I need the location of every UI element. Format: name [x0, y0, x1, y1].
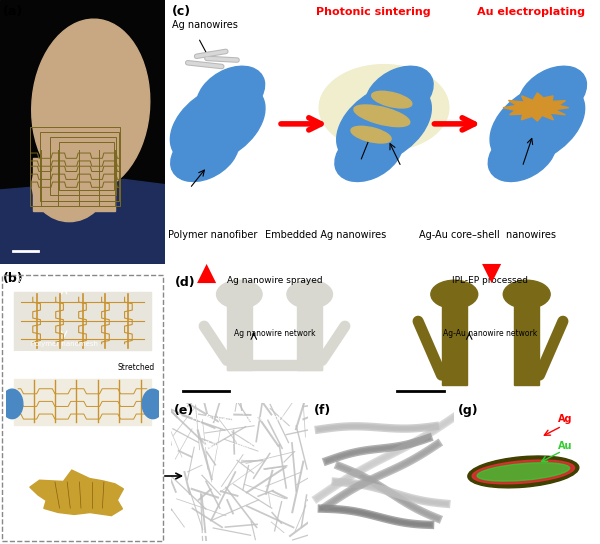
Text: (g): (g) — [458, 404, 478, 417]
Text: ▼: ▼ — [482, 261, 502, 285]
Ellipse shape — [319, 65, 449, 151]
Ellipse shape — [365, 66, 433, 122]
Ellipse shape — [335, 126, 403, 182]
Ellipse shape — [197, 66, 265, 122]
Ellipse shape — [351, 126, 391, 143]
Text: (b): (b) — [4, 272, 24, 285]
Ellipse shape — [488, 126, 556, 182]
Ellipse shape — [518, 66, 586, 122]
Ellipse shape — [468, 456, 579, 488]
Text: Polymer nanomesh: Polymer nanomesh — [203, 441, 276, 450]
Text: Free-standing: Free-standing — [102, 275, 154, 283]
Text: Ag-Au core–shell  nanowires: Ag-Au core–shell nanowires — [419, 230, 556, 240]
Ellipse shape — [354, 105, 410, 127]
Text: Photonic sintering: Photonic sintering — [316, 7, 431, 17]
Text: IPL-EP processed: IPL-EP processed — [452, 276, 529, 285]
Ellipse shape — [1, 389, 23, 419]
Ellipse shape — [170, 83, 265, 164]
Text: (c): (c) — [172, 5, 191, 18]
Bar — [227, 361, 322, 370]
Text: Embedded Ag nanowires: Embedded Ag nanowires — [265, 230, 386, 240]
Text: Ag nanowire sprayed: Ag nanowire sprayed — [227, 276, 322, 285]
Ellipse shape — [171, 126, 239, 182]
Bar — [59, 143, 114, 190]
Text: Ag-Au nanowire network: Ag-Au nanowire network — [18, 278, 104, 284]
Bar — [33, 158, 115, 211]
Ellipse shape — [371, 91, 412, 108]
Ellipse shape — [431, 280, 478, 308]
Text: Ag nanowires: Ag nanowires — [172, 20, 238, 29]
Text: (e): (e) — [174, 404, 194, 417]
Text: Crumpled: Crumpled — [117, 453, 154, 462]
Text: ▲: ▲ — [197, 261, 217, 285]
Polygon shape — [0, 180, 165, 264]
Text: Stretched: Stretched — [117, 363, 154, 373]
Text: Ag-Au nanowire: Ag-Au nanowire — [352, 413, 413, 423]
Ellipse shape — [490, 83, 584, 164]
Ellipse shape — [142, 389, 164, 419]
Ellipse shape — [217, 280, 262, 308]
Bar — [14, 292, 151, 350]
Bar — [514, 294, 539, 385]
Text: Au electroplating: Au electroplating — [477, 7, 585, 17]
Ellipse shape — [32, 19, 150, 192]
Bar — [297, 294, 322, 370]
Ellipse shape — [337, 83, 431, 164]
Ellipse shape — [503, 280, 550, 308]
Text: Ag: Ag — [557, 413, 572, 424]
Ellipse shape — [287, 280, 332, 308]
Ellipse shape — [477, 463, 569, 481]
Bar — [227, 294, 252, 370]
Ellipse shape — [32, 148, 106, 221]
Text: (f): (f) — [314, 404, 331, 417]
Bar — [30, 127, 121, 206]
Text: Ag-Au nanowire network: Ag-Au nanowire network — [192, 413, 287, 423]
Text: Au: Au — [557, 441, 572, 452]
Text: Polymer nanofiber: Polymer nanofiber — [333, 458, 403, 467]
Text: Ag nanowire network: Ag nanowire network — [234, 329, 315, 338]
Text: (d): (d) — [175, 276, 196, 289]
Text: Polymer nanomesh: Polymer nanomesh — [31, 341, 98, 347]
Text: Ag-Au nanowire network: Ag-Au nanowire network — [443, 329, 538, 338]
Text: (a): (a) — [4, 5, 23, 18]
Bar — [14, 379, 151, 425]
Polygon shape — [30, 470, 124, 516]
Polygon shape — [503, 93, 569, 121]
Text: Polymer nanofiber: Polymer nanofiber — [168, 230, 257, 240]
Bar — [49, 137, 115, 195]
Bar — [442, 294, 467, 385]
Bar — [40, 132, 119, 201]
Ellipse shape — [472, 460, 575, 484]
